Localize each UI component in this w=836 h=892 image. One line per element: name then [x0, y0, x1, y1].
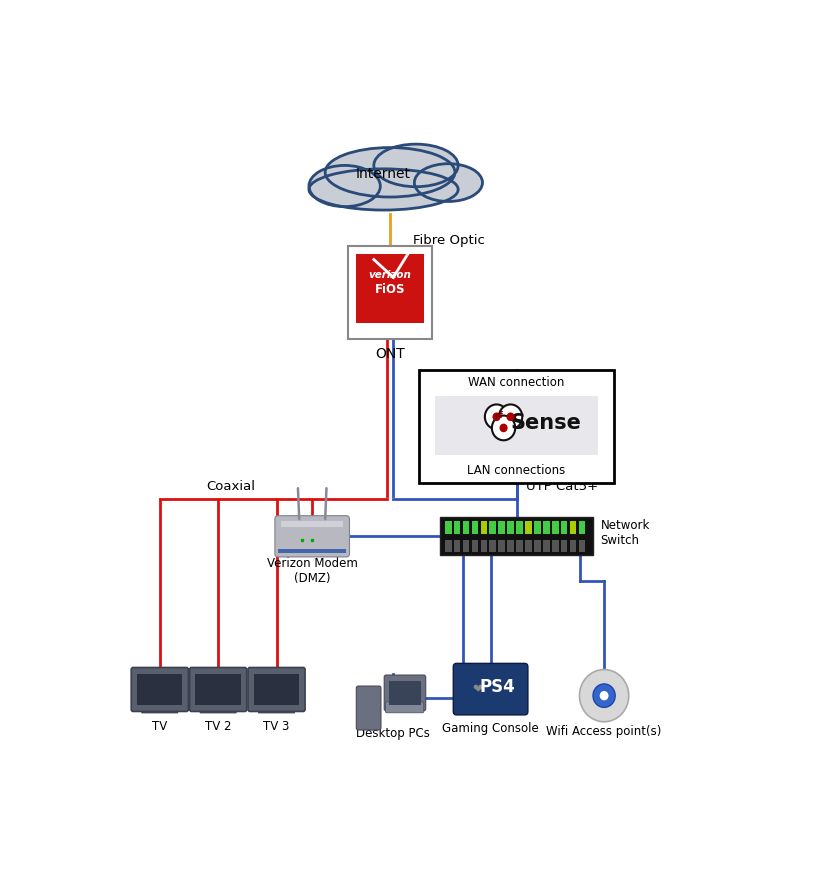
FancyBboxPatch shape: [578, 541, 584, 552]
FancyBboxPatch shape: [356, 686, 380, 730]
FancyBboxPatch shape: [471, 541, 477, 552]
Text: PS4: PS4: [479, 679, 514, 697]
Text: UTP Cat5+: UTP Cat5+: [526, 480, 598, 493]
FancyBboxPatch shape: [507, 541, 513, 552]
Circle shape: [506, 412, 514, 421]
FancyBboxPatch shape: [462, 541, 469, 552]
Circle shape: [499, 424, 507, 433]
FancyBboxPatch shape: [434, 395, 598, 455]
FancyBboxPatch shape: [524, 541, 531, 552]
Polygon shape: [258, 708, 294, 713]
FancyBboxPatch shape: [348, 246, 431, 339]
FancyBboxPatch shape: [190, 667, 247, 712]
FancyBboxPatch shape: [419, 370, 613, 483]
FancyBboxPatch shape: [471, 521, 477, 534]
Circle shape: [498, 404, 522, 429]
Text: Fibre Optic: Fibre Optic: [412, 235, 484, 247]
FancyBboxPatch shape: [356, 253, 423, 323]
Text: Gaming Console: Gaming Console: [441, 722, 538, 735]
FancyBboxPatch shape: [560, 521, 567, 534]
Circle shape: [592, 684, 614, 707]
Ellipse shape: [374, 145, 457, 186]
FancyBboxPatch shape: [453, 521, 460, 534]
FancyBboxPatch shape: [278, 549, 346, 553]
FancyBboxPatch shape: [489, 521, 496, 534]
FancyBboxPatch shape: [195, 673, 241, 706]
FancyBboxPatch shape: [551, 521, 558, 534]
Text: Wifi Access point(s): Wifi Access point(s): [546, 724, 661, 738]
FancyBboxPatch shape: [389, 681, 420, 706]
Text: TV 3: TV 3: [263, 721, 289, 733]
FancyBboxPatch shape: [543, 521, 549, 534]
FancyBboxPatch shape: [524, 521, 531, 534]
FancyBboxPatch shape: [578, 521, 584, 534]
Ellipse shape: [414, 164, 482, 202]
Circle shape: [599, 691, 608, 700]
Ellipse shape: [308, 165, 380, 207]
FancyBboxPatch shape: [131, 667, 188, 712]
FancyBboxPatch shape: [384, 675, 426, 711]
Polygon shape: [200, 708, 236, 713]
FancyBboxPatch shape: [440, 517, 592, 555]
FancyBboxPatch shape: [453, 664, 528, 714]
FancyBboxPatch shape: [247, 667, 304, 712]
FancyBboxPatch shape: [480, 521, 487, 534]
FancyBboxPatch shape: [543, 541, 549, 552]
FancyBboxPatch shape: [507, 521, 513, 534]
FancyBboxPatch shape: [274, 516, 349, 557]
Circle shape: [579, 670, 628, 722]
Text: WAN connection: WAN connection: [468, 376, 564, 389]
FancyBboxPatch shape: [533, 541, 540, 552]
Text: Internet: Internet: [355, 167, 410, 181]
FancyBboxPatch shape: [489, 541, 496, 552]
Text: Desktop PCs: Desktop PCs: [356, 727, 430, 740]
FancyBboxPatch shape: [444, 521, 451, 534]
FancyBboxPatch shape: [453, 541, 460, 552]
FancyBboxPatch shape: [444, 541, 451, 552]
FancyBboxPatch shape: [281, 521, 343, 527]
Text: LAN connections: LAN connections: [466, 464, 565, 477]
FancyBboxPatch shape: [516, 541, 522, 552]
FancyBboxPatch shape: [385, 702, 423, 713]
FancyBboxPatch shape: [497, 541, 504, 552]
Text: Network
Switch: Network Switch: [599, 519, 649, 547]
FancyBboxPatch shape: [516, 521, 522, 534]
Polygon shape: [141, 708, 178, 713]
FancyBboxPatch shape: [497, 521, 504, 534]
Text: Sense: Sense: [510, 413, 580, 433]
Text: ❤: ❤: [472, 683, 482, 696]
FancyBboxPatch shape: [253, 673, 299, 706]
FancyBboxPatch shape: [137, 673, 182, 706]
Text: Coaxial: Coaxial: [206, 480, 255, 493]
FancyBboxPatch shape: [533, 521, 540, 534]
Text: FiOS: FiOS: [375, 283, 405, 295]
Text: TV: TV: [152, 721, 167, 733]
Text: TV 2: TV 2: [205, 721, 231, 733]
FancyBboxPatch shape: [569, 521, 576, 534]
FancyBboxPatch shape: [560, 541, 567, 552]
FancyBboxPatch shape: [551, 541, 558, 552]
Text: Verizon Modem
(DMZ): Verizon Modem (DMZ): [267, 557, 357, 585]
FancyBboxPatch shape: [462, 521, 469, 534]
Circle shape: [484, 404, 507, 429]
Ellipse shape: [324, 147, 455, 197]
Ellipse shape: [308, 169, 457, 210]
Text: ONT: ONT: [375, 347, 405, 361]
Circle shape: [492, 412, 500, 421]
FancyBboxPatch shape: [569, 541, 576, 552]
Text: pf: pf: [493, 411, 502, 420]
Circle shape: [492, 416, 515, 441]
FancyBboxPatch shape: [480, 541, 487, 552]
Text: verizon: verizon: [368, 270, 411, 280]
